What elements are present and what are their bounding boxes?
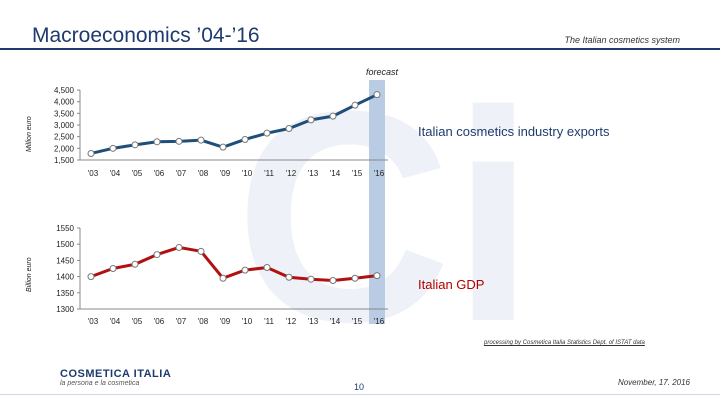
gdp-x-tick-label: '13 bbox=[308, 317, 319, 326]
gdp-data-point bbox=[219, 274, 227, 282]
gdp-y-tick-label: 1400 bbox=[56, 273, 74, 282]
exports-data-point bbox=[109, 144, 117, 152]
page-number: 10 bbox=[354, 382, 365, 392]
exports-x-tick-label: '03 bbox=[88, 169, 99, 178]
exports-y-tick-label: 4,000 bbox=[54, 98, 75, 107]
gdp-y-axis-label: Billion euro bbox=[26, 257, 33, 292]
gdp-data-point bbox=[175, 243, 183, 251]
exports-data-point bbox=[241, 135, 249, 143]
gdp-x-tick-label: '12 bbox=[286, 317, 297, 326]
exports-x-tick-label: '10 bbox=[242, 169, 253, 178]
exports-x-tick-label: '16 bbox=[374, 169, 385, 178]
logo-tagline: la persona e la cosmetica bbox=[60, 380, 140, 387]
exports-y-tick-label: 2,000 bbox=[54, 144, 75, 153]
exports-data-point bbox=[285, 125, 293, 132]
exports-data-point bbox=[373, 91, 381, 99]
gdp-data-point bbox=[241, 266, 249, 274]
exports-x-tick-label: '12 bbox=[286, 169, 297, 178]
gdp-data-point bbox=[131, 260, 139, 268]
gdp-data-point bbox=[351, 274, 359, 282]
exports-x-tick-label: '05 bbox=[132, 169, 143, 178]
gdp-series-line bbox=[90, 245, 378, 282]
exports-y-tick-label: 3,000 bbox=[54, 121, 75, 130]
gdp-x-tick-label: '15 bbox=[352, 317, 363, 326]
gdp-chart: 1550 1500 1450 1400 1350 1300 '03 '04 '05 '06 '07 '… bbox=[56, 224, 388, 326]
gdp-y-tick-label: 1450 bbox=[56, 256, 74, 265]
exports-y-axis-label: Million euro bbox=[26, 116, 33, 152]
exports-x-tick-label: '07 bbox=[176, 169, 187, 178]
exports-data-point bbox=[307, 116, 315, 124]
gdp-x-tick-label: '03 bbox=[88, 317, 99, 326]
header-divider bbox=[0, 48, 720, 50]
exports-data-point bbox=[175, 137, 183, 145]
exports-series-label: Italian cosmetics industry exports bbox=[418, 124, 610, 139]
exports-data-point bbox=[351, 101, 359, 109]
gdp-x-tick-label: '10 bbox=[242, 317, 253, 326]
exports-data-point bbox=[263, 129, 271, 137]
source-note: processing by Cosmetica Italia Statistic… bbox=[484, 340, 645, 346]
gdp-x-tick-label: '11 bbox=[264, 317, 274, 326]
gdp-series-label: Italian GDP bbox=[418, 277, 485, 292]
exports-x-tick-label: '13 bbox=[308, 169, 319, 178]
gdp-data-point bbox=[87, 273, 95, 281]
exports-data-point bbox=[131, 141, 139, 149]
exports-x-tick-label: '09 bbox=[220, 169, 231, 178]
gdp-data-point bbox=[263, 264, 271, 272]
gdp-x-tick-label: '09 bbox=[220, 317, 231, 326]
exports-data-point bbox=[153, 138, 161, 146]
exports-y-tick-label: 4,500 bbox=[54, 86, 75, 95]
exports-series-line bbox=[90, 93, 378, 155]
exports-chart: 4,500 4,000 3,500 3,000 2,500 2,000 1,500 '03 '0… bbox=[54, 86, 388, 178]
gdp-data-point bbox=[153, 251, 161, 259]
gdp-x-tick-label: '08 bbox=[198, 317, 209, 326]
gdp-x-tick-label: '14 bbox=[330, 317, 341, 326]
gdp-y-tick-label: 1550 bbox=[56, 224, 74, 233]
forecast-band bbox=[369, 80, 385, 324]
gdp-x-tick-label: '04 bbox=[110, 317, 121, 326]
exports-x-tick-label: '06 bbox=[154, 169, 165, 178]
gdp-y-tick-label: 1350 bbox=[56, 289, 74, 298]
footer-divider bbox=[0, 394, 720, 395]
exports-data-point bbox=[87, 149, 95, 157]
exports-x-tick-label: '15 bbox=[352, 169, 363, 178]
exports-data-point bbox=[219, 143, 227, 151]
gdp-x-tick-label: '07 bbox=[176, 317, 187, 326]
header-caption: The Italian cosmetics system bbox=[564, 35, 680, 45]
exports-data-point bbox=[329, 112, 337, 120]
gdp-x-tick-label: '05 bbox=[132, 317, 143, 326]
exports-y-tick-label: 1,500 bbox=[54, 156, 75, 165]
gdp-data-point bbox=[109, 265, 117, 272]
gdp-data-point bbox=[285, 273, 293, 281]
exports-x-tick-label: '14 bbox=[330, 169, 341, 178]
exports-data-point bbox=[197, 136, 205, 144]
exports-x-tick-label: '04 bbox=[110, 169, 121, 178]
gdp-data-point bbox=[373, 272, 381, 280]
gdp-data-point bbox=[329, 276, 337, 284]
exports-x-tick-label: '11 bbox=[264, 169, 274, 178]
exports-x-tick-label: '08 bbox=[198, 169, 209, 178]
gdp-y-tick-label: 1300 bbox=[56, 305, 74, 314]
cosmetica-italia-logo: COSMETICA ITALIA la persona e la cosmeti… bbox=[60, 368, 171, 387]
gdp-x-tick-label: '06 bbox=[154, 317, 165, 326]
gdp-x-tick-label: '16 bbox=[374, 317, 385, 326]
forecast-label: forecast bbox=[366, 67, 399, 77]
slide-date: November, 17. 2016 bbox=[617, 378, 690, 387]
slide-title: Macroeconomics ’04-’16 bbox=[32, 24, 260, 47]
exports-y-tick-label: 3,500 bbox=[54, 109, 75, 118]
gdp-data-point bbox=[307, 275, 315, 283]
gdp-data-point bbox=[197, 247, 205, 255]
exports-y-tick-label: 2,500 bbox=[54, 133, 75, 142]
logo-name: COSMETICA ITALIA bbox=[60, 368, 172, 380]
gdp-y-tick-label: 1500 bbox=[56, 240, 74, 249]
